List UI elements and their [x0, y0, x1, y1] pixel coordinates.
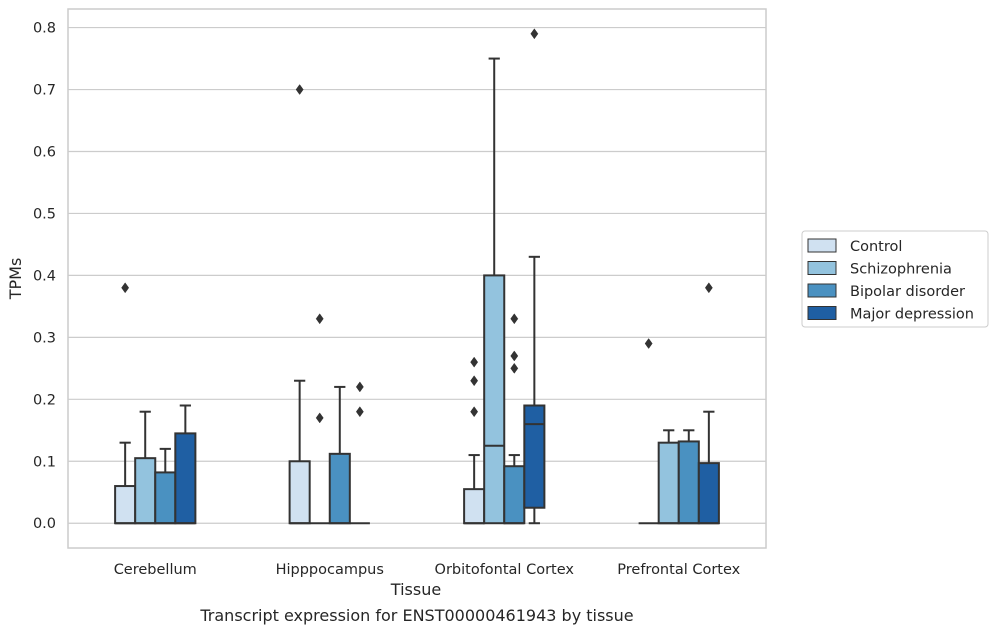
box	[523, 404, 546, 509]
y-tick-label: 0.3	[33, 330, 56, 346]
legend-label: Schizophrenia	[850, 262, 952, 278]
box	[154, 471, 177, 525]
y-tick-label: 0.1	[33, 454, 56, 470]
box	[483, 274, 506, 525]
box	[657, 441, 680, 525]
box	[114, 485, 137, 525]
y-axis-label: TPMs	[6, 258, 25, 301]
x-tick-label: Cerebellum	[114, 562, 197, 578]
outlier-point	[315, 412, 324, 424]
legend-label: Major depression	[850, 307, 974, 323]
y-tick-label: 0.4	[33, 268, 56, 284]
box	[134, 457, 157, 525]
box	[174, 432, 197, 525]
outlier-point	[470, 406, 479, 418]
y-tick-label: 0.5	[33, 206, 56, 222]
x-tick-label: Prefrontal Cortex	[617, 562, 740, 578]
outlier-point	[510, 362, 519, 374]
outlier-point	[530, 28, 539, 40]
box	[697, 462, 720, 525]
outlier-point	[315, 313, 324, 325]
outlier-point	[510, 313, 519, 325]
outlier-point	[470, 356, 479, 368]
y-tick-label: 0.2	[33, 392, 56, 408]
x-tick-label: Orbitofontal Cortex	[435, 562, 575, 578]
legend-label: Control	[850, 239, 902, 255]
outlier-point	[470, 375, 479, 387]
outlier-point	[121, 282, 130, 294]
outlier-point	[355, 381, 364, 393]
y-tick-label: 0.0	[33, 516, 56, 532]
legend-swatch	[807, 238, 837, 253]
outlier-point	[355, 406, 364, 418]
box	[288, 460, 311, 525]
outlier-point	[510, 350, 519, 362]
legend-swatch	[807, 306, 837, 320]
legend-box	[801, 230, 989, 328]
plot-frame	[67, 8, 767, 549]
outlier-point	[704, 282, 713, 294]
box	[503, 465, 526, 525]
chart-caption: Transcript expression for ENST0000046194…	[200, 606, 634, 625]
y-tick-label: 0.6	[33, 144, 56, 160]
y-tick-label: 0.8	[33, 21, 56, 37]
box	[677, 440, 700, 525]
legend-swatch	[807, 261, 837, 275]
y-tick-label: 0.7	[33, 83, 56, 99]
legend-label: Bipolar disorder	[850, 284, 965, 300]
box	[463, 488, 486, 525]
outlier-point	[295, 84, 304, 95]
x-tick-label: Hipppocampus	[276, 562, 384, 578]
box	[328, 452, 351, 525]
x-axis-label: Tissue	[390, 580, 441, 599]
outlier-point	[644, 338, 653, 349]
legend-swatch	[807, 283, 837, 298]
